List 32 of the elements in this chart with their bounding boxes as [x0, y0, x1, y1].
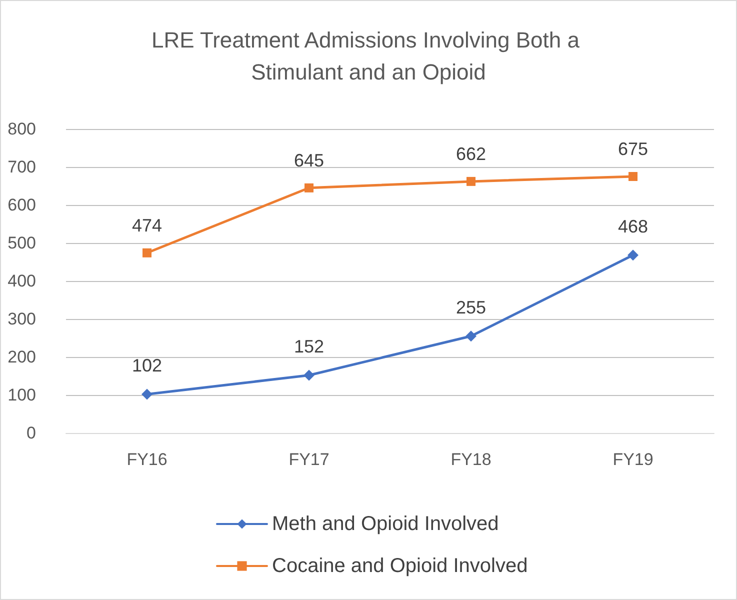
data-label: 645 [294, 150, 324, 170]
x-tick-label: FY17 [288, 450, 330, 469]
y-tick-label: 600 [8, 196, 36, 214]
data-label: 662 [456, 144, 486, 164]
y-tick-label: 100 [8, 386, 36, 404]
y-tick-label: 700 [8, 158, 36, 176]
point [142, 388, 152, 400]
point [304, 183, 314, 192]
y-tick-label: 500 [8, 234, 36, 252]
data-label: 152 [294, 336, 324, 357]
point [466, 176, 476, 186]
legend-label: Cocaine and Opioid Involved [272, 555, 528, 577]
point [628, 172, 638, 181]
data-label: 468 [618, 216, 648, 237]
chart-title: LRE Treatment Admissions Involving Both a Stimulant and an Opioid [151, 28, 586, 84]
point [142, 248, 152, 258]
x-tick-label: FY16 [126, 450, 168, 469]
y-tick-label: 200 [8, 348, 36, 366]
point [466, 330, 476, 342]
y-tick-label: 0 [26, 424, 36, 442]
data-label: 474 [132, 215, 162, 236]
legend-label: Meth and Opioid Involved [272, 513, 499, 535]
x-tick-label: FY18 [450, 450, 492, 469]
data-label: 255 [456, 298, 486, 318]
x-tick-label: FY19 [612, 450, 654, 469]
data-label: 102 [132, 356, 162, 376]
y-tick-label: 400 [8, 272, 36, 290]
y-tick-label: 800 [8, 120, 36, 138]
point [628, 250, 638, 261]
y-tick-label: 300 [8, 310, 36, 328]
point [304, 370, 314, 381]
data-label: 675 [618, 139, 648, 159]
